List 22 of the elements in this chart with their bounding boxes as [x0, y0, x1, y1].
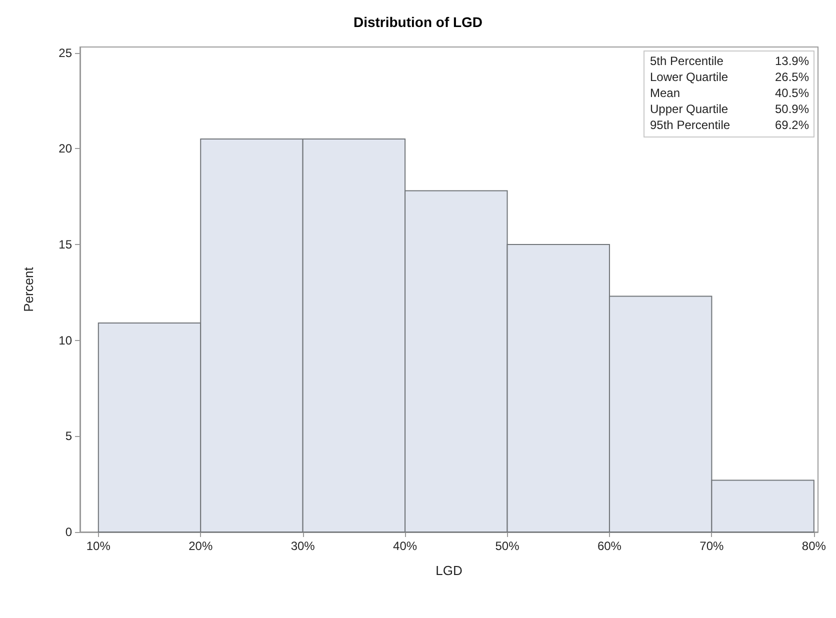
y-tick-label: 0: [65, 525, 72, 539]
y-axis-title: Percent: [21, 266, 36, 312]
x-tick-label: 70%: [700, 539, 724, 553]
x-tick-label: 10%: [86, 539, 111, 553]
y-tick-label: 10: [58, 333, 72, 348]
x-tick-label: 80%: [802, 539, 826, 553]
text: Upper Quartile 50.9%: [650, 102, 809, 116]
x-tick-label: 40%: [393, 539, 418, 553]
x-tick-label: 50%: [495, 539, 520, 553]
y-tick-label: 5: [65, 429, 72, 444]
y-tick-label: 25: [58, 46, 72, 60]
text: 5th Percentile 13.9%: [650, 54, 809, 68]
y-tick-label: 15: [58, 237, 72, 252]
chart-title: Distribution of LGD: [353, 14, 483, 30]
text: 95th Percentile 69.2%: [650, 118, 809, 132]
x-tick-label: 30%: [290, 539, 316, 553]
x-tick-label: 60%: [597, 539, 622, 553]
text: Mean 40.5%: [650, 86, 809, 100]
x-tick-label: 20%: [188, 539, 213, 553]
x-axis-title: LGD: [436, 563, 462, 578]
text: Lower Quartile 26.5%: [650, 70, 809, 84]
y-tick-label: 20: [58, 142, 72, 156]
